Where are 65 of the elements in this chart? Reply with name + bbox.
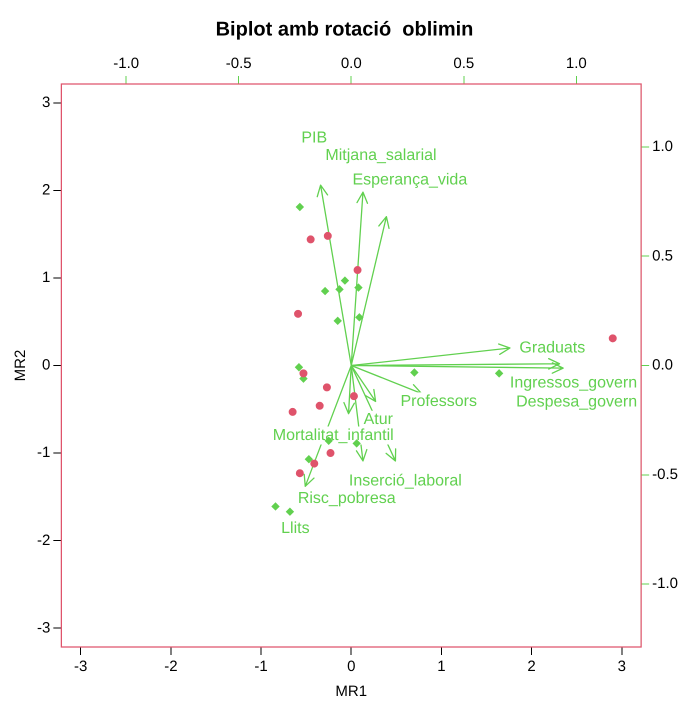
- point: [495, 369, 504, 378]
- x-tick-label: 1: [437, 658, 446, 676]
- x2-tick-label: 1.0: [566, 55, 587, 72]
- point: [272, 502, 280, 510]
- point: [316, 402, 324, 410]
- point: [294, 310, 302, 318]
- point: [410, 368, 418, 377]
- y-tick-label: -3: [36, 619, 50, 636]
- point: [350, 392, 358, 400]
- y-tick-label: 3: [42, 94, 50, 111]
- annotation: Inserció_laboral: [348, 472, 462, 490]
- point: [306, 235, 315, 244]
- point: [296, 469, 304, 478]
- annotation: Ingressos_govern: [510, 374, 638, 392]
- y-tick-label: -1: [36, 444, 50, 462]
- point: [336, 285, 344, 294]
- x-tick-label: 3: [618, 658, 626, 676]
- point: [304, 455, 313, 464]
- x2-tick-label: -0.5: [226, 55, 252, 72]
- point: [340, 276, 349, 285]
- y-axis-title: MR2: [12, 350, 30, 382]
- annotation: Atur: [364, 411, 394, 428]
- y-tick-label: 1: [42, 269, 50, 286]
- annotation: Llits: [281, 520, 310, 537]
- point: [354, 266, 362, 274]
- point: [296, 203, 304, 212]
- annotation: Risc_pobresa: [298, 490, 396, 507]
- annotation: PIB: [301, 129, 328, 146]
- y-tick-label: -2: [36, 532, 50, 549]
- annotation: Graduats: [519, 339, 586, 356]
- y2-tick-label: 1.0: [652, 138, 674, 156]
- x-tick-label: 0: [347, 658, 356, 676]
- y2-tick-label: -0.5: [652, 466, 678, 483]
- annotation: Mortalitat_infantil: [272, 426, 394, 444]
- point: [355, 313, 364, 322]
- annotation: Despesa_govern: [516, 394, 638, 411]
- y2-tick-label: 0.5: [652, 247, 674, 264]
- annotation: Professors: [400, 392, 477, 410]
- point: [294, 363, 303, 372]
- point: [326, 449, 335, 458]
- point: [299, 369, 308, 378]
- y2-tick-label: -1.0: [652, 575, 678, 592]
- x2-tick-label: 0.0: [340, 55, 362, 72]
- point: [321, 287, 330, 296]
- point: [324, 232, 332, 240]
- point: [608, 334, 617, 342]
- y-tick-label: 0: [42, 356, 50, 374]
- annotation: Mitjana_salarial: [325, 146, 437, 164]
- point: [286, 508, 294, 516]
- point: [288, 408, 297, 416]
- point: [322, 383, 331, 392]
- x2-tick-label: -1.0: [113, 55, 140, 72]
- chart-title: Biplot amb rotació oblimin: [216, 18, 474, 41]
- x-tick-label: -2: [164, 658, 178, 676]
- x-tick-label: 2: [527, 658, 536, 676]
- x-axis-title: MR1: [335, 683, 368, 700]
- y2-tick-label: 0.0: [652, 356, 674, 374]
- point: [310, 460, 318, 468]
- x2-tick-label: 0.5: [453, 55, 474, 72]
- x-tick-label: -1: [254, 658, 268, 676]
- y-tick-label: 2: [42, 182, 50, 199]
- annotation: Esperança_vida: [352, 171, 468, 188]
- x-tick-label: -3: [74, 658, 88, 676]
- point: [354, 284, 362, 292]
- point: [334, 316, 342, 325]
